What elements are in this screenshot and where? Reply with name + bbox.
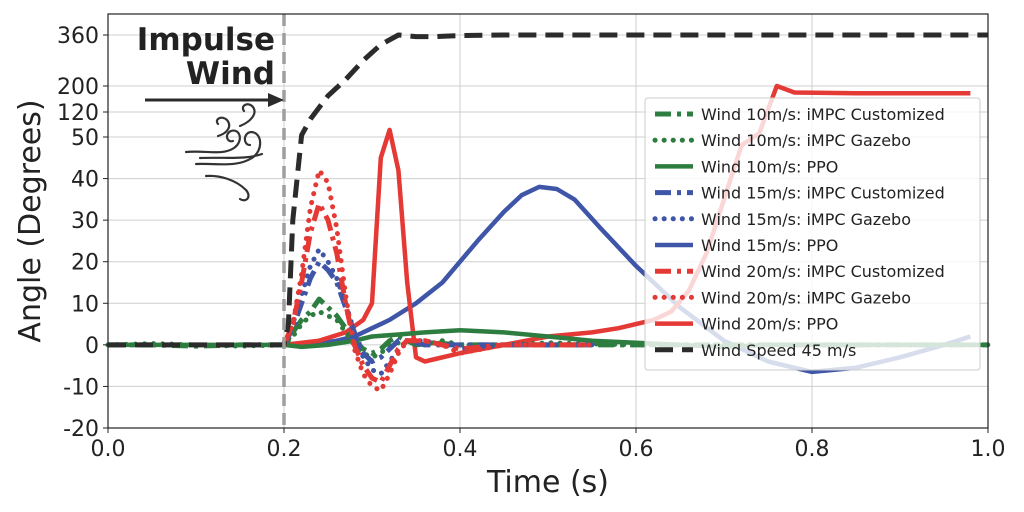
y-tick-label: 30 — [71, 209, 99, 234]
series-line — [281, 167, 595, 394]
y-tick-label: -20 — [63, 417, 99, 442]
y-tick-label: 200 — [57, 75, 99, 100]
wind-swirl-icon — [184, 103, 264, 202]
plot-frame — [107, 13, 989, 429]
y-tick-label: -10 — [63, 375, 99, 400]
annotation-line-1: Impulse — [137, 22, 275, 58]
impulse-annotation: Impulse Wind — [137, 22, 284, 202]
y-tick-label: 360 — [57, 24, 99, 49]
x-tick-label: 0.0 — [91, 437, 126, 462]
legend-label: Wind 10m/s: iMPC Gazebo — [701, 131, 911, 150]
y-axis-title: Angle (Degrees) — [13, 99, 48, 342]
x-axis-title: Time (s) — [486, 465, 609, 500]
legend-label: Wind 20m/s: iMPC Customized — [701, 262, 945, 281]
series-line — [281, 246, 595, 377]
legend-label: Wind 15m/s: PPO — [701, 236, 838, 255]
legend-label: Wind 20m/s: PPO — [701, 315, 838, 334]
y-tick-label: 0 — [85, 334, 99, 359]
series-line — [281, 259, 592, 364]
legend-box — [644, 97, 981, 371]
y-tick-label: 20 — [71, 251, 99, 276]
series-line — [283, 83, 971, 364]
arrowhead-icon — [268, 93, 284, 107]
annotation-line-2: Wind — [186, 56, 275, 92]
x-tick-label: 0.2 — [267, 437, 302, 462]
legend-label: Wind 10m/s: PPO — [701, 157, 838, 176]
legend-label: Wind 15m/s: iMPC Customized — [701, 184, 945, 203]
y-tick-label: 40 — [71, 168, 99, 193]
series-line — [108, 32, 988, 348]
series-line — [108, 296, 988, 356]
legend-label: Wind Speed 45 m/s — [701, 341, 856, 360]
series-line — [281, 201, 592, 385]
legend-label: Wind 20m/s: iMPC Gazebo — [701, 288, 911, 307]
y-tick-label: 10 — [71, 292, 99, 317]
legend-label: Wind 15m/s: iMPC Gazebo — [701, 210, 911, 229]
x-tick-label: 0.4 — [443, 437, 478, 462]
x-tick-label: 0.6 — [619, 437, 654, 462]
x-tick-label: 1.0 — [971, 437, 1006, 462]
legend-label: Wind 10m/s: iMPC Customized — [701, 105, 945, 124]
legend-items: Wind 10m/s: iMPC Customized Wind 10m/s: i… — [652, 105, 945, 360]
y-tick-label: 50 — [71, 126, 99, 151]
series-line — [284, 184, 972, 375]
legend: Wind 10m/s: iMPC Customized Wind 10m/s: i… — [644, 97, 981, 371]
x-tick-label: 0.8 — [795, 437, 830, 462]
x-axis: 0.0 0.2 0.4 0.6 0.8 1.0 — [91, 428, 1006, 462]
y-tick-label: 120 — [57, 101, 99, 126]
